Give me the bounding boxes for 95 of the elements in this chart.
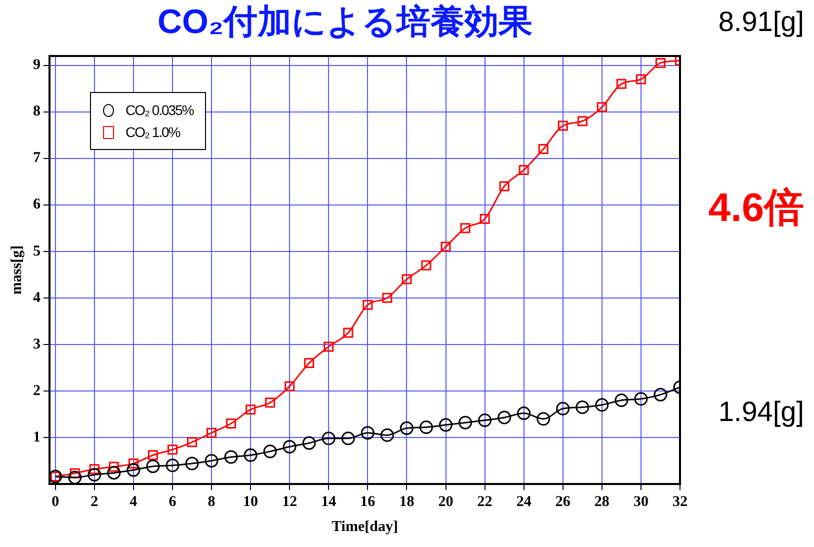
point [322, 432, 336, 446]
point [382, 292, 392, 303]
point [558, 120, 568, 131]
point [126, 463, 140, 477]
point [128, 458, 138, 469]
y-axis-title: mass[g] [8, 245, 25, 295]
point [185, 456, 199, 470]
point [282, 440, 296, 454]
x-axis-title: Time[day] [332, 518, 398, 535]
point [478, 414, 492, 428]
point [480, 214, 490, 224]
x-tick-label: 4 [130, 494, 138, 510]
point [517, 406, 531, 420]
point [324, 342, 334, 352]
point [440, 242, 451, 252]
x-tick-label: 12 [282, 494, 298, 510]
point [556, 402, 570, 416]
x-tick-label: 30 [633, 494, 648, 510]
point [362, 300, 373, 310]
y-tick-label: 4 [33, 290, 41, 306]
point [246, 404, 256, 415]
point [536, 412, 550, 426]
x-tick-label: 22 [477, 494, 492, 510]
point [68, 470, 82, 484]
point [360, 426, 374, 440]
legend-label: CO₂ 0.035% [126, 102, 194, 118]
x-tick-label: 20 [438, 494, 454, 510]
point [187, 437, 197, 448]
point [576, 400, 590, 414]
point [421, 260, 432, 270]
point [402, 274, 412, 284]
point [204, 454, 218, 468]
point [419, 420, 433, 434]
point [206, 428, 217, 438]
text: 1.94[g] [718, 396, 804, 428]
point [655, 58, 666, 68]
point [380, 428, 394, 442]
point [538, 144, 548, 154]
x-tick-label: 16 [360, 494, 376, 510]
point [284, 381, 295, 392]
point [166, 458, 180, 472]
point [616, 78, 626, 89]
point [499, 181, 510, 192]
point [107, 466, 121, 480]
y-tick-label: 6 [33, 196, 41, 213]
point [304, 358, 314, 368]
point [89, 464, 100, 474]
point [263, 444, 277, 458]
point [439, 418, 453, 432]
point [458, 416, 472, 430]
x-tick-label: 10 [243, 494, 258, 510]
x-tick-label: 2 [90, 494, 98, 510]
x-tick-label: 14 [321, 494, 337, 510]
point [595, 398, 609, 412]
point [265, 398, 276, 408]
legend-label: CO₂ 1.0% [126, 124, 180, 140]
x-tick-label: 6 [168, 494, 177, 510]
x-tick-label: 8 [208, 494, 216, 510]
point [302, 436, 316, 450]
y-tick-label: 9 [33, 57, 40, 74]
point [146, 460, 160, 474]
point [614, 394, 628, 408]
point [654, 388, 668, 402]
point [518, 164, 529, 175]
point [577, 116, 588, 126]
point [341, 432, 355, 446]
point [498, 410, 512, 424]
x-tick-label: 18 [399, 494, 414, 510]
point [224, 450, 238, 464]
y-tick-label: 1 [33, 429, 40, 446]
point [226, 418, 236, 429]
y-tick-label: 2 [33, 382, 40, 399]
text: 4.6倍 [708, 185, 804, 232]
chart-title: CO₂付加による培養効果 [156, 2, 534, 42]
y-tick-label: 3 [33, 336, 40, 352]
x-tick-label: 32 [672, 494, 688, 510]
y-tick-label: 7 [33, 150, 41, 166]
point [88, 468, 102, 482]
point [167, 444, 178, 455]
point [636, 74, 646, 84]
y-tick-label: 5 [33, 243, 40, 260]
y-tick-label: 8 [33, 104, 40, 120]
point [108, 462, 119, 472]
point [343, 328, 354, 338]
point [400, 421, 414, 435]
text: 8.91[g] [718, 6, 804, 38]
point [634, 392, 648, 406]
point [596, 102, 607, 112]
x-tick-label: 24 [516, 494, 532, 510]
x-tick-label: 26 [555, 494, 571, 510]
point [460, 223, 470, 234]
point [148, 450, 158, 460]
x-tick-label: 28 [594, 494, 610, 510]
x-tick-label: 0 [52, 494, 60, 510]
point [244, 448, 258, 462]
